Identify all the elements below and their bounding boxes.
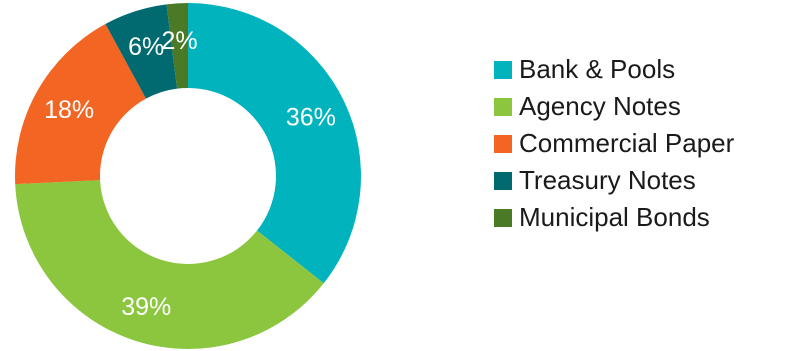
legend-item-commercial-paper: Commercial Paper	[494, 125, 734, 162]
legend-swatch-agency-notes	[494, 97, 512, 116]
legend-label: Bank & Pools	[519, 54, 676, 84]
legend: Bank & Pools Agency Notes Commercial Pap…	[494, 51, 734, 236]
legend-swatch-treasury-notes	[494, 171, 512, 190]
slice-bank-pools	[188, 3, 361, 284]
legend-item-treasury-notes: Treasury Notes	[494, 162, 734, 199]
legend-label: Agency Notes	[519, 91, 681, 121]
legend-item-municipal-bonds: Municipal Bonds	[494, 199, 734, 236]
slice-label: 2%	[161, 27, 197, 55]
slice-label: 6%	[128, 33, 164, 61]
slice-label: 39%	[121, 293, 171, 321]
legend-item-agency-notes: Agency Notes	[494, 88, 734, 125]
slice-municipal-bonds	[166, 3, 188, 89]
legend-swatch-commercial-paper	[494, 134, 512, 153]
legend-swatch-municipal-bonds	[494, 208, 512, 227]
slice-agency-notes	[15, 180, 324, 349]
legend-swatch-bank-pools	[494, 60, 512, 79]
legend-item-bank-pools: Bank & Pools	[494, 51, 734, 88]
legend-label: Treasury Notes	[519, 165, 696, 195]
slice-commercial-paper	[14, 23, 146, 185]
legend-label: Commercial Paper	[519, 128, 735, 158]
slice-label: 36%	[286, 104, 336, 132]
slice-treasury-notes	[105, 4, 178, 99]
legend-label: Municipal Bonds	[519, 202, 710, 232]
slice-label: 18%	[44, 96, 94, 124]
